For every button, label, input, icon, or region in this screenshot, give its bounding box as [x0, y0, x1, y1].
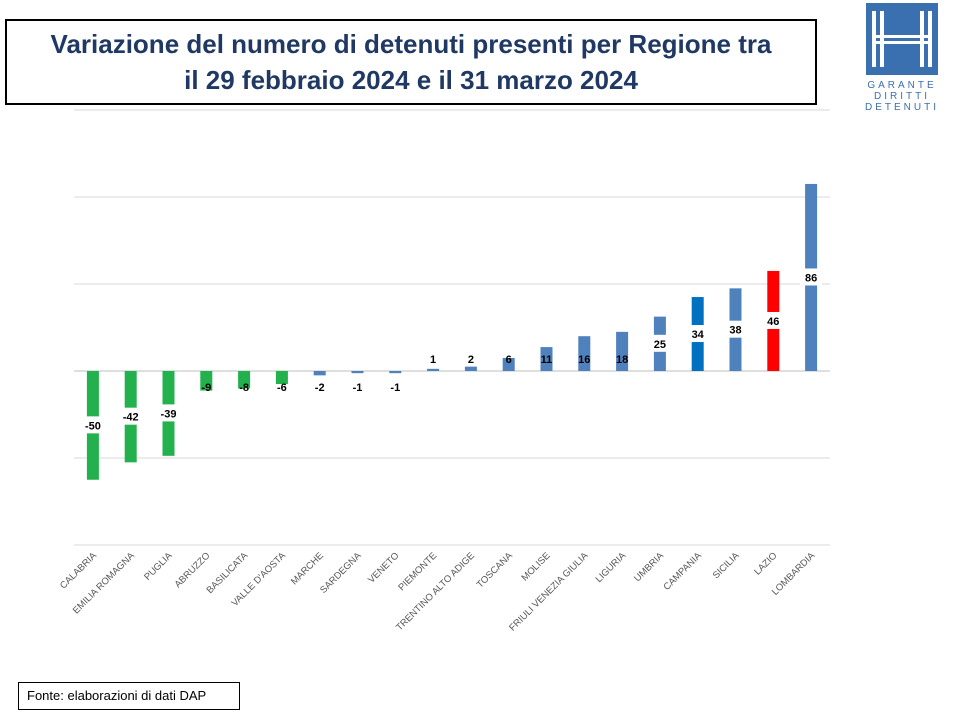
data-label-bg	[724, 320, 747, 338]
x-tick-label: PUGLIA	[142, 550, 175, 583]
x-tick-label: MOLISE	[519, 550, 552, 583]
logo-text-line2: DIRITTI	[874, 91, 930, 102]
x-tick-label: LIGURIA	[594, 550, 629, 585]
bar	[313, 371, 326, 376]
data-label-bg	[686, 325, 709, 343]
garante-logo: GARANTE DIRITTI DETENUTI	[862, 3, 942, 115]
data-label-bg	[800, 268, 823, 286]
x-tick-label: MARCHE	[289, 550, 326, 587]
data-label: -1	[353, 382, 363, 394]
data-label-bg	[762, 311, 785, 329]
data-label: -1	[390, 382, 400, 394]
x-tick-label: TOSCANA	[475, 550, 516, 591]
x-tick-label: FRIULI VENEZIA GIULIA	[507, 550, 591, 634]
data-label: 18	[616, 354, 628, 366]
x-tick-label: SARDEGNA	[318, 550, 364, 596]
data-label-bg	[77, 416, 108, 434]
bar	[578, 336, 591, 371]
x-tick-label: LAZIO	[752, 550, 779, 577]
bar	[351, 371, 364, 374]
data-label: 6	[506, 354, 512, 366]
source-note: Fonte: elaborazioni di dati DAP	[18, 682, 240, 710]
bar	[275, 371, 288, 385]
data-label: -6	[277, 382, 287, 394]
bar	[502, 357, 515, 371]
chart-title-box: Variazione del numero di detenuti presen…	[5, 19, 817, 105]
bar	[238, 371, 251, 389]
data-label: -42	[123, 412, 139, 424]
data-label: 25	[654, 339, 666, 351]
data-label: -39	[161, 408, 177, 420]
data-label: 34	[692, 329, 705, 341]
bar	[427, 368, 440, 371]
bar	[540, 347, 553, 371]
data-label: 2	[468, 354, 474, 366]
data-label-bg	[648, 334, 671, 352]
data-label-bg	[153, 404, 184, 422]
logo-text-line1: GARANTE	[867, 80, 937, 91]
data-label: 1	[430, 354, 436, 366]
chart-title-line1: Variazione del numero di detenuti presen…	[50, 29, 772, 59]
x-tick-label: SICILIA	[711, 550, 742, 581]
x-tick-label: TRENTINO ALTO ADIGE	[394, 550, 477, 633]
data-label: -2	[315, 382, 325, 394]
data-label: 38	[729, 325, 741, 337]
data-label: 11	[541, 354, 553, 366]
data-label-bg	[115, 407, 146, 425]
x-tick-label: VENETO	[366, 550, 401, 585]
bar	[464, 366, 477, 371]
garante-logo-icon	[866, 3, 938, 75]
bar	[200, 371, 213, 391]
logo-text-line3: DETENUTI	[865, 102, 939, 113]
data-label: -8	[239, 382, 249, 394]
x-tick-label: ABRUZZO	[173, 550, 213, 590]
x-tick-label: UMBRIA	[632, 550, 666, 584]
source-text: Fonte: elaborazioni di dati DAP	[27, 688, 207, 703]
x-tick-label: CAMPANIA	[661, 550, 704, 593]
data-label: 16	[578, 354, 590, 366]
bar	[616, 331, 629, 371]
bar	[389, 371, 402, 374]
chart-title-line2: il 29 febbraio 2024 e il 31 marzo 2024	[184, 65, 638, 95]
data-label: -50	[85, 420, 101, 432]
data-label: 86	[805, 272, 817, 284]
data-label: 46	[767, 316, 779, 328]
data-label: -9	[201, 382, 211, 394]
